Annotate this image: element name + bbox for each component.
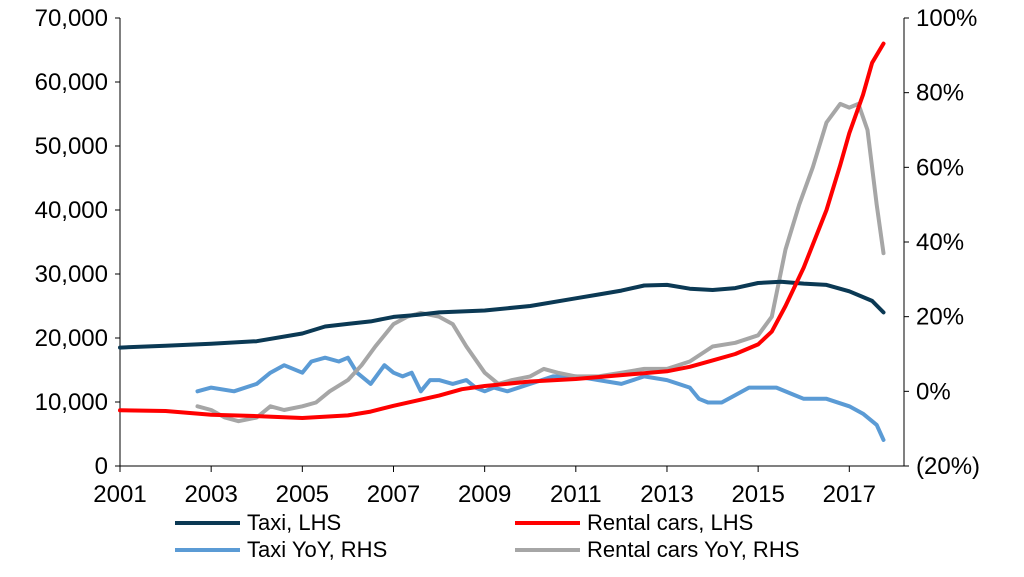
x-tick-label: 2011 (550, 481, 602, 508)
x-tick-label: 2013 (640, 481, 693, 508)
y-right-tick-label: 0% (916, 378, 951, 405)
x-tick-label: 2015 (731, 481, 784, 508)
legend-label-taxi-lhs: Taxi, LHS (247, 510, 341, 535)
y-right-tick-label: 80% (916, 80, 964, 107)
y-left-tick-label: 30,000 (35, 261, 108, 288)
y-left-tick-label: 50,000 (35, 133, 108, 160)
y-right-tick-label: (20%) (916, 453, 980, 480)
series-line-rental-cars-yoy-rhs (195, 101, 886, 424)
x-tick-label: 2003 (184, 481, 237, 508)
x-tick-label: 2001 (93, 481, 146, 508)
legend-label-rental-cars-yoy-rhs: Rental cars YoY, RHS (587, 537, 799, 562)
series-line-rental-cars-lhs (118, 41, 886, 420)
y-left-tick-label: 0 (95, 453, 108, 480)
y-right-tick-label: 60% (916, 154, 964, 181)
y-left-tick-label: 60,000 (35, 69, 108, 96)
series-layer (118, 41, 886, 442)
y-left-tick-label: 20,000 (35, 325, 108, 352)
x-tick-label: 2007 (367, 481, 420, 508)
axes: 0 10,000 20,000 30,000 40,000 50,000 60,000 70,… (35, 5, 980, 508)
y-right-tick-label: 100% (916, 5, 977, 32)
x-tick-label: 2005 (276, 481, 329, 508)
y-left-tick-label: 40,000 (35, 197, 108, 224)
y-right-tick-label: 20% (916, 304, 964, 331)
y-right-tick-label: 40% (916, 229, 964, 256)
y-left-tick-label: 70,000 (35, 5, 108, 32)
series-line-taxi-lhs (118, 279, 886, 350)
legend: Taxi, LHS Rental cars, LHS Taxi YoY, RHS Re… (175, 510, 799, 562)
legend-label-rental-cars-lhs: Rental cars, LHS (587, 510, 753, 535)
x-tick-label: 2009 (458, 481, 511, 508)
legend-label-taxi-yoy-rhs: Taxi YoY, RHS (247, 537, 387, 562)
series-line-taxi-yoy-rhs (195, 355, 886, 442)
x-tick-label: 2017 (823, 481, 876, 508)
y-left-tick-label: 10,000 (35, 389, 108, 416)
